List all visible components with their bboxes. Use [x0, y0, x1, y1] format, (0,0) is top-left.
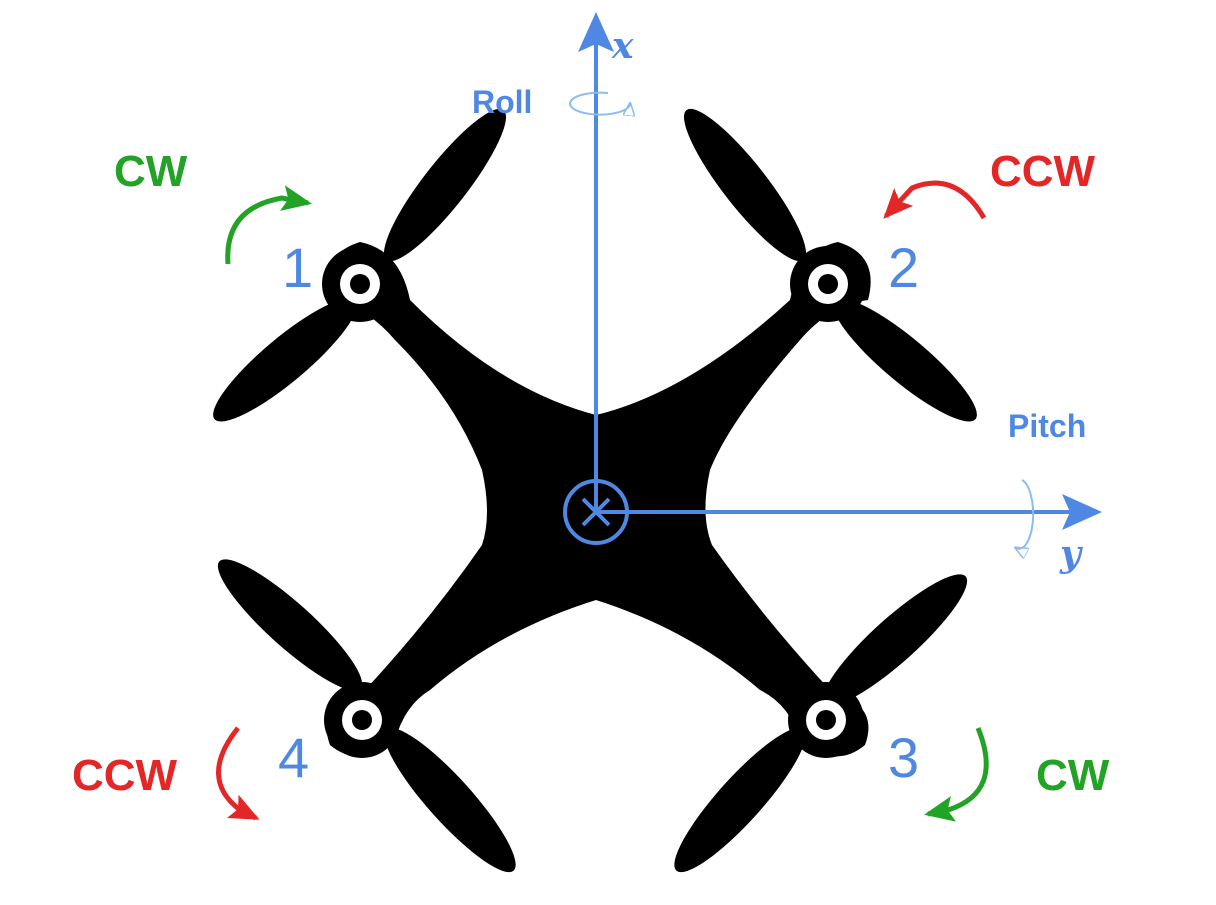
- motor-hub-3: [788, 682, 864, 758]
- center-cross-icon: [563, 479, 629, 545]
- motor-hub-1: [322, 246, 398, 322]
- x-axis-label: x: [612, 25, 634, 67]
- pitch-rotation-icon: [1016, 479, 1035, 549]
- motor-1-direction: CW: [114, 147, 188, 196]
- rotation-arrow-icon: [883, 180, 987, 220]
- motor-4-number: 4: [278, 726, 310, 789]
- pitch-label: Pitch: [1008, 408, 1087, 444]
- propeller-3a: [822, 574, 968, 706]
- motor-hub-2: [790, 246, 866, 322]
- propeller-1a: [383, 108, 507, 262]
- propeller-2a: [683, 108, 807, 262]
- y-axis-label: y: [1060, 533, 1081, 575]
- propeller-4b: [384, 727, 516, 873]
- rotation-arrow-icon: [924, 727, 989, 822]
- propeller-4a: [217, 559, 363, 691]
- propeller-3b: [674, 727, 806, 873]
- propeller-1b: [213, 298, 357, 422]
- motor-2-direction: CCW: [990, 147, 1096, 196]
- motor-4-direction: CCW: [72, 751, 178, 800]
- motor-hub-4: [324, 682, 400, 758]
- drone-frame: [326, 242, 871, 757]
- propeller-2b: [833, 298, 977, 422]
- quadcopter-body: [213, 108, 977, 873]
- rotation-arrow-icon: [216, 726, 260, 821]
- roll-label: Roll: [472, 84, 533, 120]
- motor-3-number: 3: [888, 726, 920, 789]
- roll-rotation-icon: [569, 91, 630, 115]
- rotation-arrow-icon: [225, 185, 312, 265]
- motor-1-number: 1: [282, 236, 314, 299]
- motor-3-direction: CW: [1036, 751, 1110, 800]
- motor-2-number: 2: [888, 236, 920, 299]
